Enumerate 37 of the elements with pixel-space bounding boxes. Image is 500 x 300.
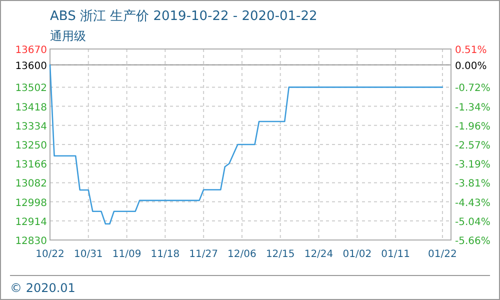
y-tick-label: 12914	[15, 216, 47, 228]
x-tick-label: 10/31	[74, 249, 103, 260]
y2-tick-label: -0.72%	[455, 83, 490, 94]
y-tick-label: 13600	[15, 60, 47, 72]
y-tick-label: 12830	[15, 236, 47, 247]
chart-subtitle: 通用级	[50, 29, 86, 43]
text: © 2020.01	[10, 281, 76, 295]
y-tick-label: 13166	[15, 160, 47, 171]
x-tick-label: 01/02	[342, 249, 372, 260]
y-tick-label: 12998	[15, 198, 47, 209]
x-tick-label: 11/18	[150, 249, 180, 260]
x-tick-label: 11/27	[189, 249, 218, 260]
y2-tick-label: 0.00%	[455, 60, 487, 72]
x-tick-label: 01/11	[381, 249, 410, 260]
y2-tick-label: -5.66%	[455, 236, 490, 247]
y-tick-label: 13502	[15, 83, 47, 94]
x-tick-label: 10/22	[36, 249, 64, 260]
y2-tick-label: -4.43%	[455, 198, 490, 209]
y2-tick-label: -3.81%	[455, 178, 490, 190]
x-tick-label: 01/22	[428, 249, 457, 260]
y2-tick-label: -2.57%	[455, 140, 490, 152]
x-tick-label: 12/06	[228, 249, 256, 260]
y-tick-label: 13334	[15, 121, 47, 132]
y2-tick-label: -3.19%	[455, 160, 490, 171]
x-tick-label: 12/15	[266, 249, 295, 260]
x-tick-label: 11/09	[112, 249, 142, 260]
y-tick-label: 13082	[15, 178, 47, 190]
chart-title: ABS 浙江 生产价 2019-10-22 - 2020-01-22	[50, 9, 318, 24]
y2-tick-label: -5.04%	[455, 216, 490, 228]
y2-tick-label: -1.96%	[455, 121, 490, 132]
line-series	[49, 64, 444, 225]
y2-tick-label: -1.34%	[455, 102, 490, 114]
x-tick-label: 12/24	[304, 249, 334, 260]
y2-tick-label: 0.51%	[455, 45, 487, 56]
y-tick-label: 13670	[15, 45, 47, 56]
y-tick-label: 13250	[15, 140, 47, 152]
y-tick-label: 13418	[15, 102, 47, 114]
